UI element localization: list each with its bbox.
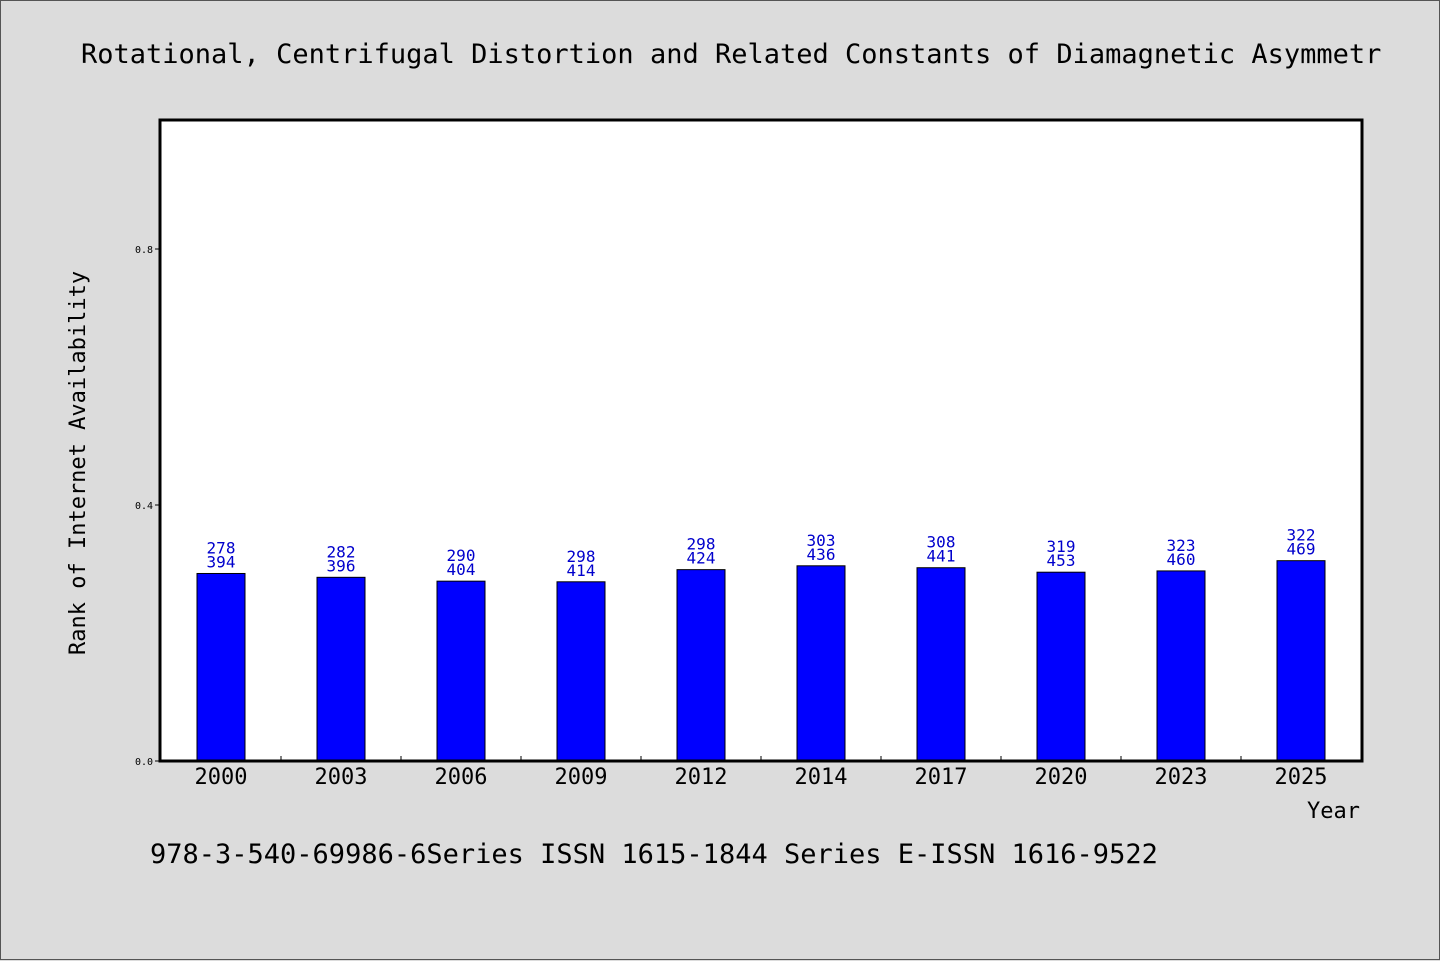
bar [1036, 571, 1086, 762]
bar [196, 572, 246, 762]
x-axis-label: Year [1307, 799, 1360, 824]
x-tick-label: 2006 [435, 765, 488, 790]
bar [1276, 560, 1326, 762]
data-label-bottom: 436 [807, 545, 836, 564]
data-label-top: 303 [807, 531, 836, 550]
data-label-top: 282 [327, 542, 356, 561]
y-tick-label: 0.4 [135, 501, 153, 512]
bar [1156, 570, 1206, 762]
data-label-top: 290 [447, 546, 476, 565]
bars [196, 560, 1326, 762]
x-tick-label: 2017 [915, 765, 968, 790]
y-axis: 0.0 0.4 0.8 [135, 245, 161, 768]
chart-title: Rotational, Centrifugal Distortion and R… [81, 39, 1381, 70]
data-labels: 2783942823962904042984142984243034363084… [207, 526, 1316, 580]
data-label-top: 308 [927, 533, 956, 552]
bar [796, 565, 846, 762]
x-tick-label: 2023 [1155, 765, 1208, 790]
x-tick-label: 2014 [795, 765, 848, 790]
data-label-bottom: 424 [687, 549, 716, 568]
x-tick-label: 2000 [195, 765, 248, 790]
data-label-top: 322 [1287, 526, 1316, 545]
y-tick-label: 0.0 [135, 757, 153, 768]
footer-isbn-issn: 978-3-540-69986-6Series ISSN 1615-1844 S… [150, 839, 1158, 870]
bar [676, 569, 726, 762]
bar [916, 567, 966, 762]
data-label-bottom: 414 [567, 561, 596, 580]
data-label-top: 298 [687, 535, 716, 554]
y-tick-label: 0.8 [135, 245, 153, 256]
data-label-bottom: 396 [327, 556, 356, 575]
data-label-top: 278 [207, 538, 236, 557]
x-tick-label: 2009 [555, 765, 608, 790]
data-label-bottom: 469 [1287, 540, 1316, 559]
bar [316, 576, 366, 762]
x-axis: 2000 2003 2006 2009 2012 2014 2017 2020 2023 2025 [195, 756, 1328, 790]
data-label-bottom: 404 [447, 560, 476, 579]
data-label-bottom: 394 [207, 552, 236, 571]
x-tick-label: 2012 [675, 765, 728, 790]
data-label-bottom: 453 [1047, 551, 1076, 570]
x-tick-label: 2025 [1275, 765, 1328, 790]
data-label-bottom: 441 [927, 547, 956, 566]
bar [436, 580, 486, 762]
y-axis-label: Rank of Internet Availability [66, 271, 91, 655]
data-label-top: 298 [567, 547, 596, 566]
x-tick-label: 2003 [315, 765, 368, 790]
data-label-top: 323 [1167, 536, 1196, 555]
plot-border [158, 118, 1364, 763]
data-label-top: 319 [1047, 537, 1076, 556]
x-tick-label: 2020 [1035, 765, 1088, 790]
data-label-bottom: 460 [1167, 550, 1196, 569]
bar [556, 581, 606, 762]
